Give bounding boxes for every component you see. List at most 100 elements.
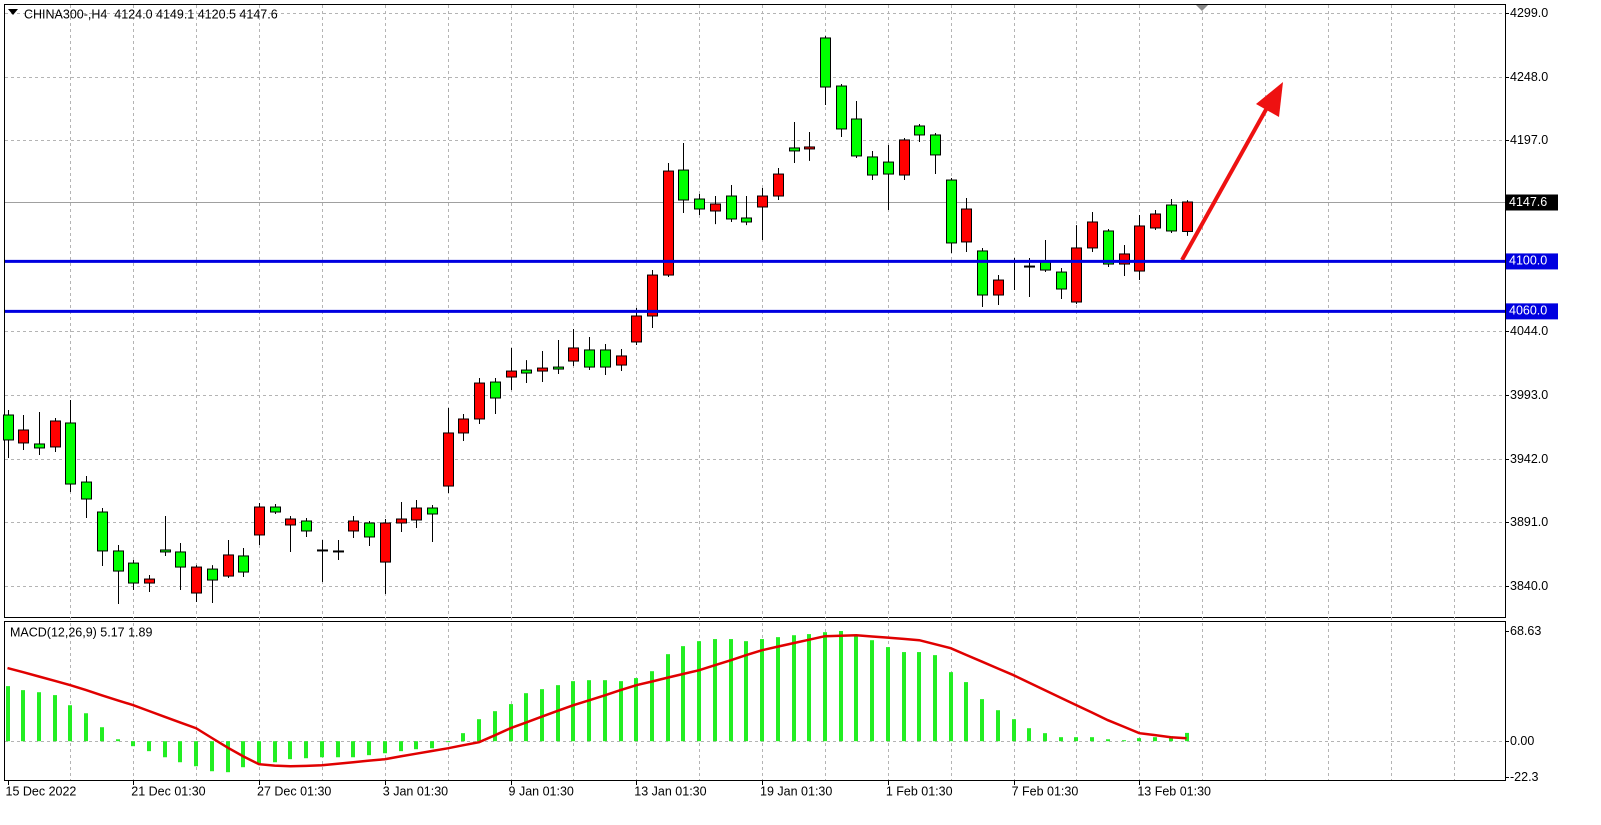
macd-bar	[304, 741, 308, 759]
macd-bar	[587, 680, 591, 742]
candle-body	[50, 420, 61, 448]
macd-bar	[351, 741, 355, 758]
macd-panel	[4, 621, 1506, 781]
candle-body	[191, 566, 202, 594]
candle-body	[113, 550, 124, 572]
arrow-shaft	[1180, 105, 1270, 261]
macd-bar	[949, 672, 953, 742]
candle-body	[97, 511, 108, 552]
macd-bar	[131, 741, 135, 747]
macd-bar	[886, 647, 890, 742]
macd-bar	[1153, 737, 1157, 742]
candle-body	[396, 518, 407, 524]
candle-body	[726, 195, 737, 220]
macd-bar	[571, 681, 575, 742]
macd-bar	[383, 741, 387, 754]
macd-bar	[839, 631, 843, 742]
macd-bar	[116, 739, 120, 742]
macd-bar	[430, 741, 434, 749]
macd-bar	[273, 741, 277, 763]
candle-body	[694, 198, 705, 210]
candle-body	[851, 118, 862, 157]
macd-bar	[1027, 728, 1031, 742]
candle-body	[333, 550, 344, 553]
macd-bar	[446, 741, 450, 743]
candle-body	[1182, 201, 1193, 232]
macd-bar	[37, 692, 41, 742]
macd-bar	[336, 741, 340, 758]
candle-body	[254, 506, 265, 536]
candle-body	[348, 520, 359, 532]
x-tick-label: 27 Dec 01:30	[257, 784, 331, 798]
macd-bar	[1106, 739, 1110, 742]
candle-body	[207, 568, 218, 581]
macd-bar	[84, 713, 88, 742]
y-tick-label: 3891.0	[1510, 515, 1548, 529]
candle-body	[443, 432, 454, 487]
candle-body	[34, 443, 45, 449]
candle-body	[678, 169, 689, 201]
candle-body	[1087, 221, 1098, 249]
y-tick-label: 68.63	[1510, 624, 1541, 638]
macd-bar	[399, 741, 403, 752]
macd-bar	[1185, 732, 1189, 742]
macd-bar	[823, 632, 827, 742]
level-label: 4060.0	[1509, 304, 1547, 318]
macd-bar	[729, 639, 733, 742]
candle-body	[1024, 265, 1035, 268]
annotation-arrow	[1180, 82, 1283, 261]
macd-bar	[147, 741, 151, 752]
candle-body	[144, 578, 155, 584]
macd-bar	[477, 719, 481, 742]
y-tick-label: 3840.0	[1510, 579, 1548, 593]
candle-body	[883, 161, 894, 175]
level-box	[1506, 303, 1558, 320]
x-tick-label: 13 Feb 01:30	[1137, 784, 1211, 798]
macd-bar	[194, 741, 198, 767]
macd-bar	[556, 685, 560, 742]
macd-bar	[524, 693, 528, 742]
macd-bar	[461, 733, 465, 742]
y-tick-label: 0.00	[1510, 734, 1534, 748]
chart-title: CHINA300-,H4 4124.0 4149.1 4120.5 4147.6	[24, 7, 278, 21]
candle-body	[317, 549, 328, 552]
candle-body	[223, 554, 234, 577]
macd-bar	[1169, 736, 1173, 742]
marks-layer	[3, 35, 1193, 773]
macd-bar	[870, 640, 874, 742]
macd-bar	[509, 704, 513, 742]
x-tick-label: 7 Feb 01:30	[1012, 784, 1079, 798]
y-tick-label: 4044.0	[1510, 324, 1548, 338]
arrow-head	[1256, 82, 1283, 117]
candle-body	[867, 156, 878, 176]
candle-body	[427, 507, 438, 515]
candle-body	[521, 369, 532, 374]
candle-body	[160, 549, 171, 553]
candle-body	[474, 382, 485, 420]
macd-bar	[697, 641, 701, 742]
macd-bar	[414, 741, 418, 750]
macd-bar	[713, 639, 717, 742]
candle-body	[804, 146, 815, 150]
macd-bar	[650, 671, 654, 742]
x-tick-label: 15 Dec 2022	[6, 784, 77, 798]
candle-body	[364, 522, 375, 538]
macd-bar	[634, 678, 638, 742]
candle-body	[1119, 253, 1130, 265]
x-tick-label: 3 Jan 01:30	[383, 784, 448, 798]
macd-bar	[540, 689, 544, 742]
macd-bar	[1122, 740, 1126, 742]
macd-bar	[1059, 737, 1063, 742]
macd-bar	[619, 681, 623, 742]
macd-bar	[996, 710, 1000, 742]
candle-body	[836, 85, 847, 130]
y-tick-label: 3993.0	[1510, 388, 1548, 402]
candle-body	[1071, 247, 1082, 303]
macd-bar	[21, 690, 25, 742]
candle-body	[993, 279, 1004, 296]
candle-body	[18, 429, 29, 444]
candle-body	[600, 349, 611, 368]
macd-bar	[53, 695, 57, 742]
macd-bar	[980, 699, 984, 742]
macd-bar	[854, 636, 858, 742]
